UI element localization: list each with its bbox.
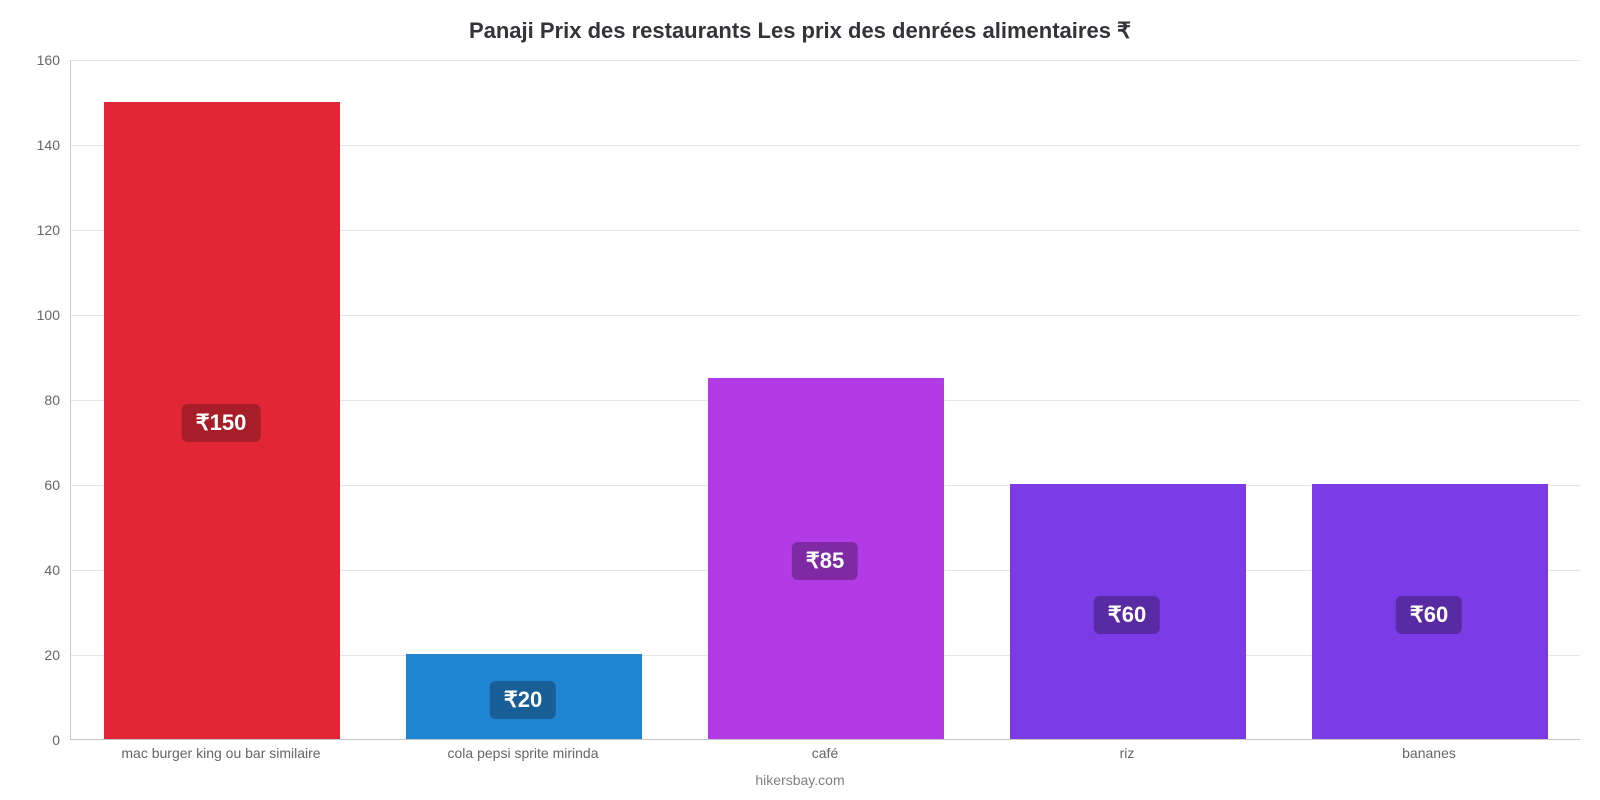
x-tick-label: café (812, 745, 838, 761)
chart-container: Panaji Prix des restaurants Les prix des… (0, 0, 1600, 800)
bar-value-label: ₹20 (490, 681, 556, 719)
x-tick-label: riz (1120, 745, 1135, 761)
y-tick-label: 20 (10, 647, 60, 663)
x-tick-label: mac burger king ou bar similaire (121, 745, 320, 761)
plot-area (70, 60, 1580, 740)
y-tick-label: 0 (10, 732, 60, 748)
x-tick-label: cola pepsi sprite mirinda (448, 745, 599, 761)
chart-title: Panaji Prix des restaurants Les prix des… (0, 18, 1600, 44)
x-tick-label: bananes (1402, 745, 1456, 761)
y-tick-label: 120 (10, 222, 60, 238)
y-tick-label: 100 (10, 307, 60, 323)
chart-footer: hikersbay.com (0, 772, 1600, 788)
bar-value-label: ₹150 (182, 404, 261, 442)
bar-value-label: ₹60 (1396, 596, 1462, 634)
bar-value-label: ₹85 (792, 542, 858, 580)
gridline (71, 60, 1580, 61)
y-tick-label: 140 (10, 137, 60, 153)
y-tick-label: 160 (10, 52, 60, 68)
y-tick-label: 60 (10, 477, 60, 493)
y-tick-label: 80 (10, 392, 60, 408)
bar-value-label: ₹60 (1094, 596, 1160, 634)
y-tick-label: 40 (10, 562, 60, 578)
